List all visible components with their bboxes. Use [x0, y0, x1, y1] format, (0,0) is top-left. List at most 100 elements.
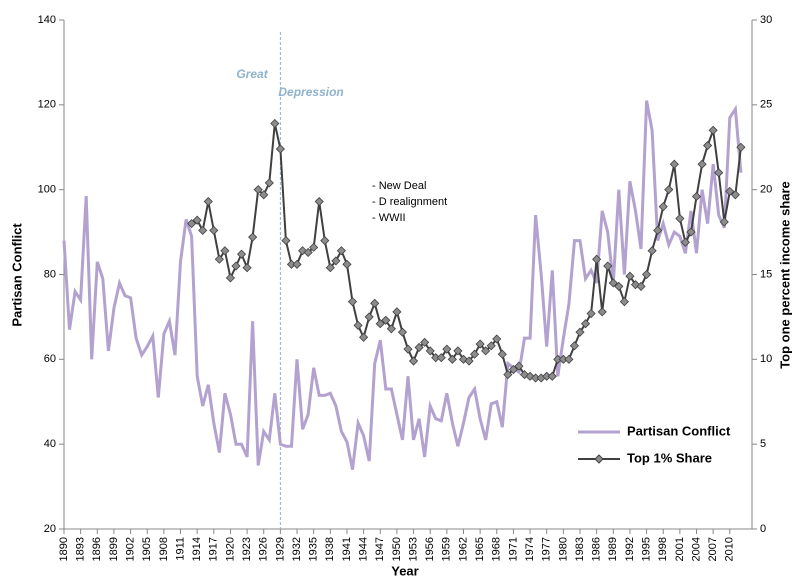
marker: [347, 297, 358, 307]
marker: [658, 202, 668, 212]
x-tick-label: 1983: [574, 537, 586, 561]
marker: [192, 215, 202, 225]
y-tick-label: 80: [44, 268, 56, 280]
x-tick-label: 1893: [75, 537, 87, 561]
x-tick-label: 1914: [191, 537, 203, 561]
series-line: [62, 100, 743, 470]
marker: [220, 246, 230, 256]
marker: [386, 324, 396, 334]
x-tick-label: 1944: [358, 537, 370, 561]
x-axis-title: Year: [391, 563, 418, 578]
marker: [225, 273, 236, 283]
event-label: Great: [236, 67, 268, 81]
marker: [564, 354, 574, 364]
x-tick-label: 2004: [690, 537, 702, 561]
marker: [470, 349, 480, 359]
marker: [575, 327, 585, 337]
legend-label: Top 1% Share: [627, 450, 712, 465]
marker: [397, 327, 408, 337]
legend-marker: [594, 454, 604, 464]
x-tick-label: 1908: [158, 537, 170, 561]
marker: [464, 356, 474, 366]
marker: [381, 315, 391, 325]
marker: [492, 334, 502, 344]
marker: [375, 319, 385, 329]
series-line: [191, 123, 742, 379]
marker: [608, 278, 618, 288]
marker: [292, 259, 302, 269]
x-tick-label: 2010: [724, 537, 736, 561]
marker: [364, 312, 374, 322]
x-tick-label: 1923: [241, 537, 253, 561]
marker: [231, 261, 241, 271]
marker: [708, 125, 718, 135]
x-tick-label: 1902: [124, 537, 136, 561]
marker: [214, 254, 224, 264]
marker: [697, 159, 707, 169]
marker: [442, 344, 452, 354]
x-tick-label: 1932: [291, 537, 303, 561]
marker: [259, 190, 269, 200]
marker: [203, 196, 213, 207]
y2-tick-label: 10: [760, 353, 772, 365]
marker: [447, 354, 457, 364]
x-tick-label: 1992: [624, 537, 636, 561]
x-tick-label: 1995: [640, 537, 652, 561]
marker: [508, 364, 518, 375]
marker: [303, 247, 313, 258]
marker: [630, 280, 641, 290]
x-tick-label: 1917: [208, 537, 220, 561]
legend-label: Partisan Conflict: [627, 423, 731, 438]
y-tick-label: 40: [44, 438, 56, 450]
marker: [675, 213, 685, 224]
note: - New Deal: [372, 180, 426, 192]
x-tick-label: 1989: [607, 537, 619, 561]
marker: [475, 339, 485, 349]
marker: [209, 225, 219, 235]
y2-tick-label: 25: [760, 99, 772, 111]
marker: [569, 341, 580, 351]
marker: [253, 185, 263, 195]
y2-tick-label: 15: [760, 268, 772, 280]
marker: [736, 142, 746, 152]
x-tick-label: 1953: [407, 537, 419, 561]
x-tick-label: 1962: [457, 537, 469, 561]
marker: [425, 346, 435, 356]
marker: [664, 185, 674, 195]
x-tick-label: 1965: [474, 537, 486, 561]
marker: [636, 281, 646, 291]
marker: [481, 346, 491, 356]
note: - WWII: [372, 212, 406, 224]
marker: [703, 140, 713, 151]
x-tick-label: 1935: [308, 537, 320, 561]
y2-tick-label: 5: [760, 438, 766, 450]
marker: [187, 219, 197, 229]
marker: [198, 225, 208, 235]
marker: [408, 356, 419, 366]
y-tick-label: 140: [38, 14, 56, 26]
marker: [309, 242, 319, 252]
marker: [680, 237, 690, 247]
marker: [325, 263, 335, 273]
marker: [281, 236, 291, 246]
marker: [614, 281, 624, 291]
marker: [436, 353, 446, 363]
x-tick-label: 1905: [141, 537, 153, 561]
x-tick-label: 1998: [657, 537, 669, 561]
marker: [497, 349, 507, 359]
marker: [298, 246, 308, 256]
x-tick-label: 1920: [224, 537, 236, 561]
y-tick-label: 120: [38, 99, 56, 111]
y-tick-label: 100: [38, 184, 56, 196]
marker: [236, 249, 247, 259]
marker: [331, 256, 341, 266]
marker: [592, 254, 602, 264]
marker: [725, 186, 735, 196]
x-tick-label: 1941: [341, 537, 353, 561]
marker: [586, 308, 596, 319]
marker: [453, 346, 463, 356]
marker: [314, 196, 324, 207]
marker: [342, 259, 352, 269]
marker: [714, 168, 724, 178]
